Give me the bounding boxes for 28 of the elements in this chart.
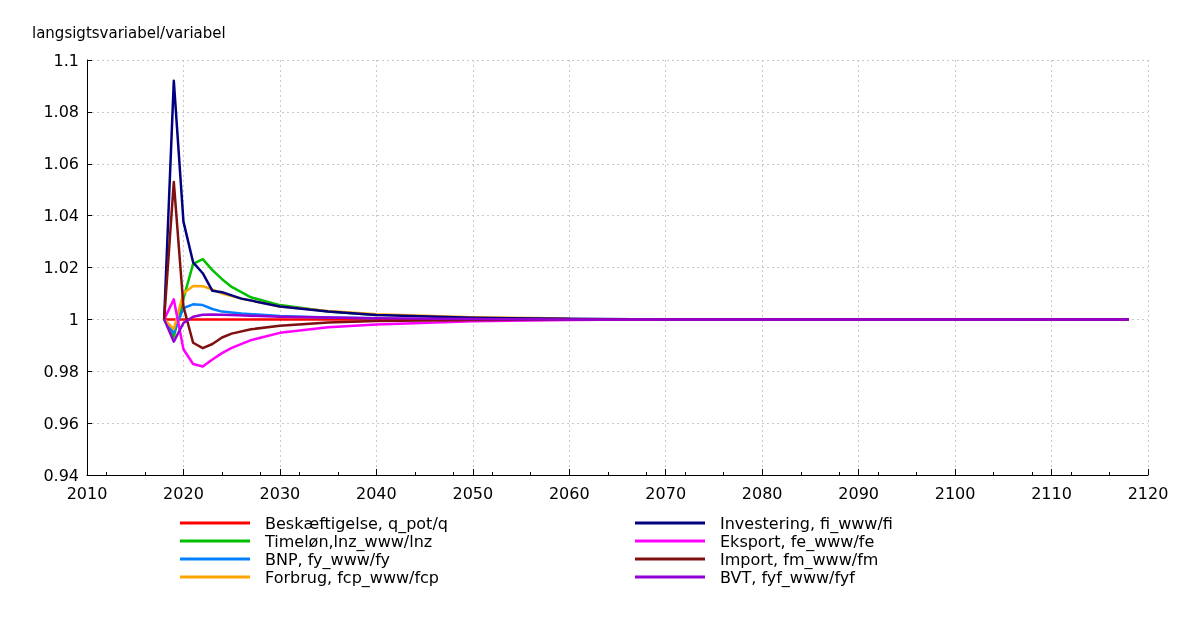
y-tick-label: 1.04 — [43, 206, 79, 226]
x-tick-label: 2090 — [838, 483, 879, 503]
x-tick-label: 2110 — [1031, 483, 1072, 503]
x-tick-label: 2010 — [66, 483, 108, 503]
x-tick-label: 2040 — [356, 483, 397, 503]
y-tick-label: 0.94 — [43, 465, 79, 485]
legend-label: BNP, fy_www/fy — [265, 549, 391, 570]
legend-label: Eksport, fe_www/fe — [720, 531, 875, 552]
y-tick-label: 1 — [68, 309, 79, 329]
y-tick-label: 1.1 — [53, 50, 79, 70]
y-tick-label: 1.08 — [43, 102, 79, 122]
legend-label: Investering, fi_www/fi — [720, 513, 893, 534]
y-tick-label: 1.02 — [43, 258, 79, 277]
legend-label: Import, fm_www/fm — [720, 549, 879, 570]
y-axis-title: langsigtsvariabel/variabel — [32, 23, 226, 42]
x-tick-label: 2080 — [741, 483, 783, 503]
x-tick-label: 2070 — [645, 483, 687, 503]
x-tick-label: 2060 — [548, 483, 590, 503]
y-tick-label: 0.98 — [43, 361, 79, 381]
x-tick-label: 2020 — [163, 483, 204, 503]
y-tick-label: 0.96 — [43, 413, 79, 433]
x-tick-label: 2050 — [452, 483, 494, 503]
legend-label: Beskæftigelse, q_pot/q — [265, 513, 448, 534]
legend-label: BVT, fyf_www/fyf — [720, 567, 856, 588]
x-tick-label: 2100 — [934, 483, 976, 503]
y-tick-label: 1.06 — [43, 154, 79, 174]
x-tick-label: 2120 — [1127, 483, 1169, 503]
x-tick-label: 2030 — [259, 483, 301, 503]
